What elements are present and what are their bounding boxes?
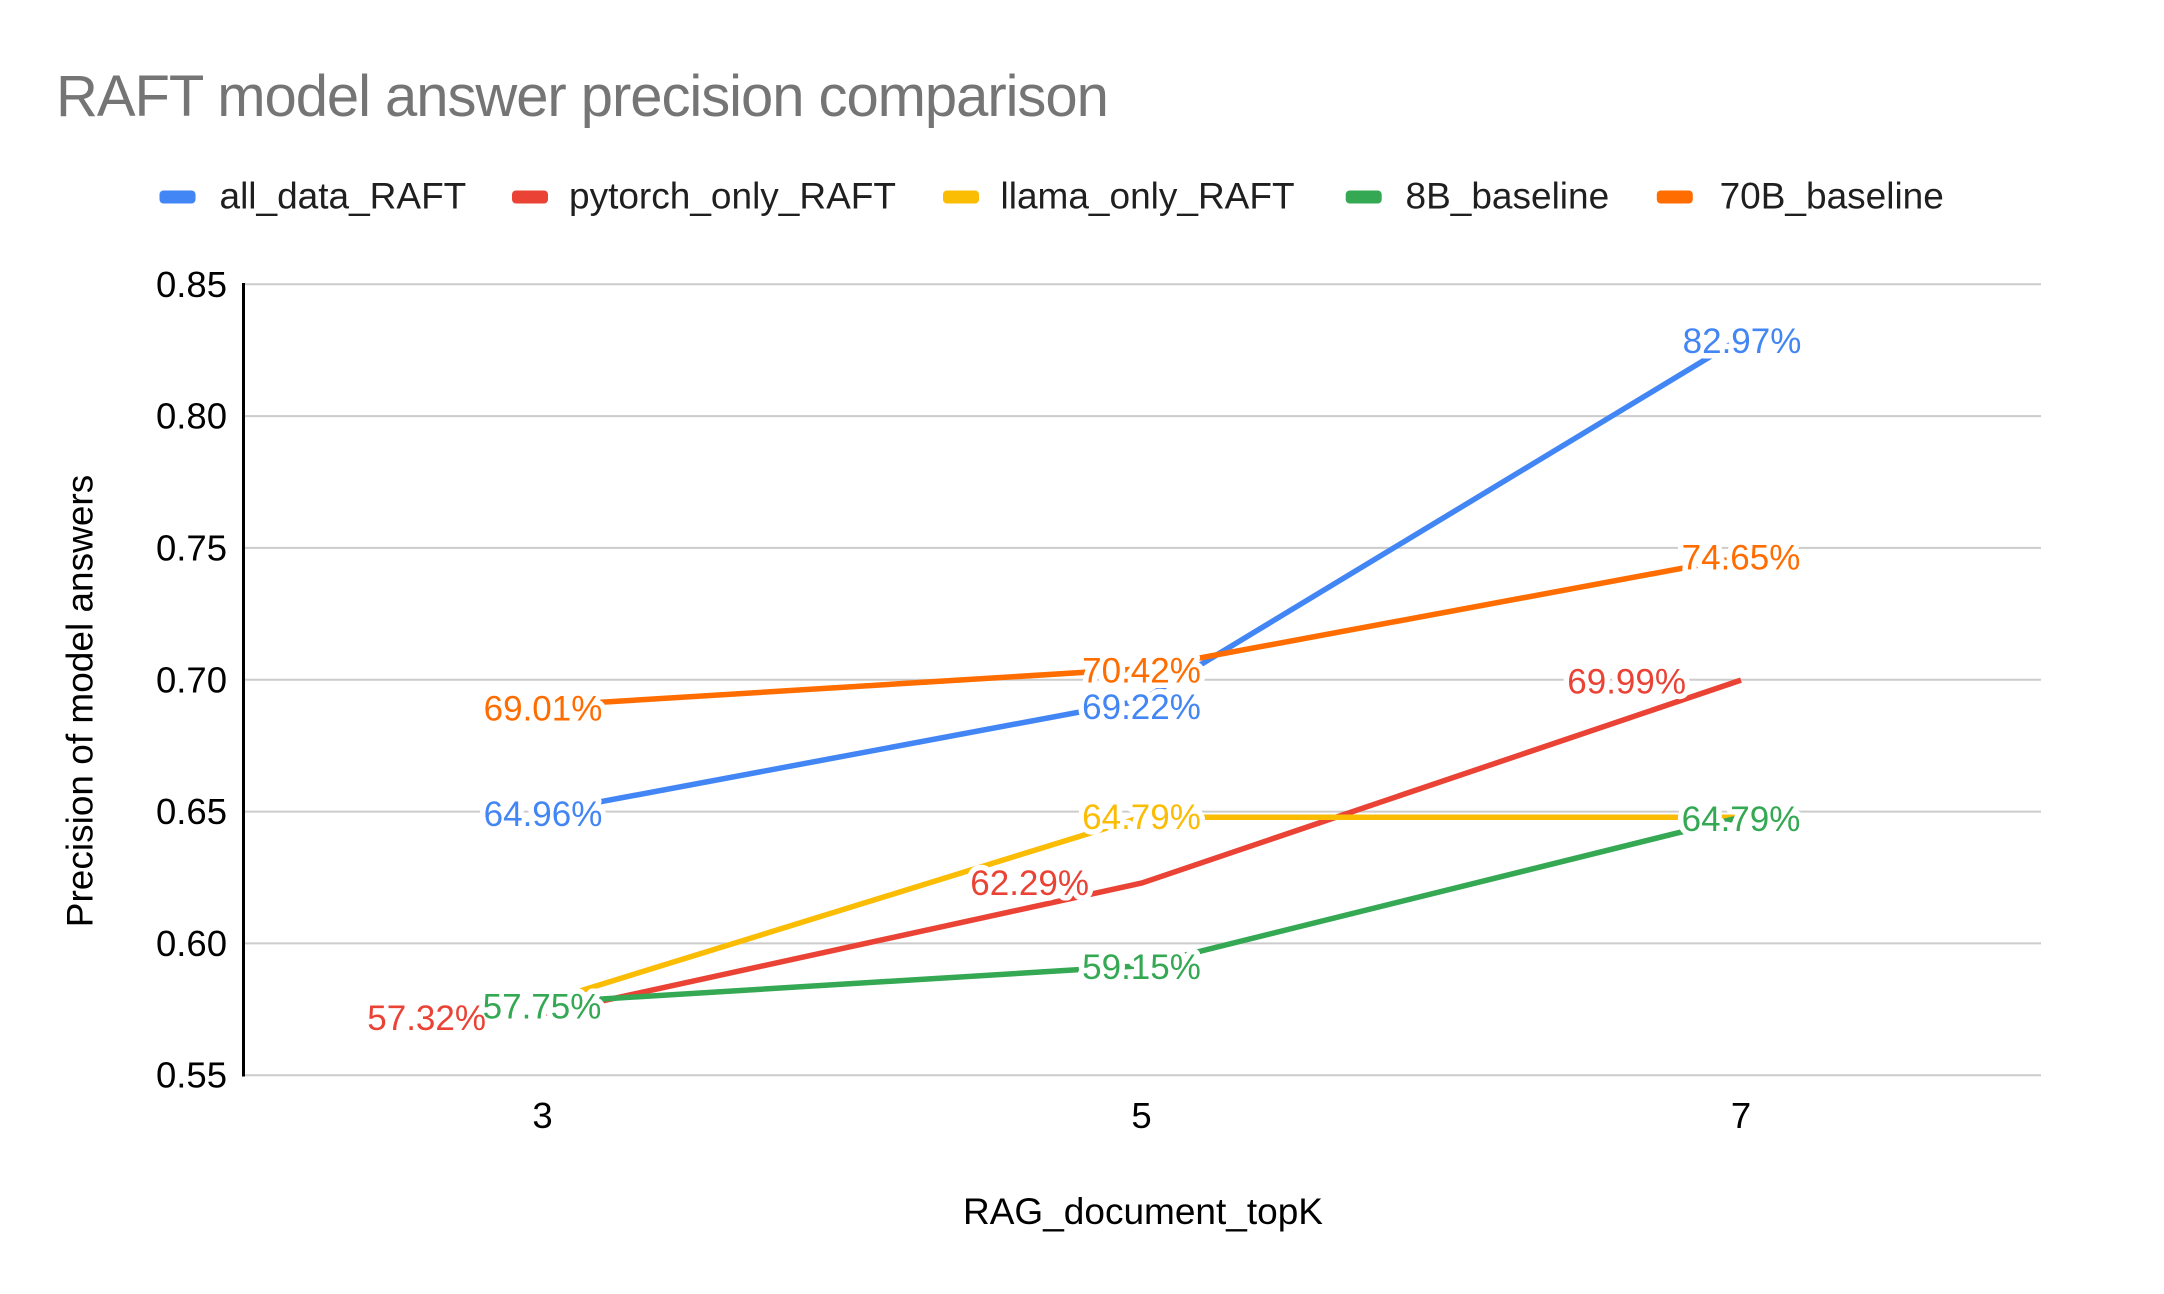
svg-text:62.29%: 62.29% xyxy=(970,864,1089,903)
svg-text:69.22%: 69.22% xyxy=(1082,688,1201,727)
svg-text:RAG_document_topK: RAG_document_topK xyxy=(963,1191,1323,1232)
svg-text:0.55: 0.55 xyxy=(156,1055,227,1096)
svg-text:59.15%: 59.15% xyxy=(1082,948,1201,987)
svg-text:0.80: 0.80 xyxy=(156,396,227,437)
svg-text:69.99%: 69.99% xyxy=(1567,663,1686,702)
svg-text:8B_baseline: 8B_baseline xyxy=(1406,176,1610,217)
svg-text:0.85: 0.85 xyxy=(156,264,227,305)
svg-text:70.42%: 70.42% xyxy=(1082,652,1201,691)
svg-text:59.15%: 59.15% xyxy=(1082,948,1201,987)
svg-text:74.65%: 74.65% xyxy=(1682,539,1801,578)
svg-text:57.32%: 57.32% xyxy=(367,999,486,1038)
svg-text:64.79%: 64.79% xyxy=(1682,800,1801,839)
svg-text:RAFT model answer precision co: RAFT model answer precision comparison xyxy=(56,64,1108,129)
svg-text:llama_only_RAFT: llama_only_RAFT xyxy=(1001,176,1295,217)
svg-text:0.70: 0.70 xyxy=(156,659,227,700)
svg-text:57.32%: 57.32% xyxy=(367,999,486,1038)
svg-text:64.79%: 64.79% xyxy=(1082,798,1201,837)
svg-text:64.96%: 64.96% xyxy=(484,795,603,834)
svg-text:69.01%: 69.01% xyxy=(484,690,603,729)
svg-text:0.60: 0.60 xyxy=(156,923,227,964)
svg-text:82.97%: 82.97% xyxy=(1683,322,1802,361)
svg-text:Precision of model answers: Precision of model answers xyxy=(60,475,101,927)
svg-text:74.65%: 74.65% xyxy=(1682,539,1801,578)
svg-text:pytorch_only_RAFT: pytorch_only_RAFT xyxy=(569,176,896,217)
svg-text:57.75%: 57.75% xyxy=(483,988,602,1027)
svg-text:64.79%: 64.79% xyxy=(1682,800,1801,839)
svg-text:69.22%: 69.22% xyxy=(1082,688,1201,727)
svg-text:64.96%: 64.96% xyxy=(484,795,603,834)
svg-text:62.29%: 62.29% xyxy=(970,864,1089,903)
svg-text:7: 7 xyxy=(1731,1095,1751,1136)
svg-text:69.01%: 69.01% xyxy=(484,690,603,729)
svg-text:5: 5 xyxy=(1131,1095,1151,1136)
svg-text:64.79%: 64.79% xyxy=(1082,798,1201,837)
svg-text:3: 3 xyxy=(532,1095,552,1136)
svg-text:82.97%: 82.97% xyxy=(1683,322,1802,361)
svg-text:0.75: 0.75 xyxy=(156,527,227,568)
svg-text:69.99%: 69.99% xyxy=(1567,663,1686,702)
svg-text:0.65: 0.65 xyxy=(156,791,227,832)
svg-text:57.75%: 57.75% xyxy=(483,988,602,1027)
svg-text:70.42%: 70.42% xyxy=(1082,652,1201,691)
svg-text:all_data_RAFT: all_data_RAFT xyxy=(220,176,467,217)
svg-text:70B_baseline: 70B_baseline xyxy=(1720,176,1944,217)
